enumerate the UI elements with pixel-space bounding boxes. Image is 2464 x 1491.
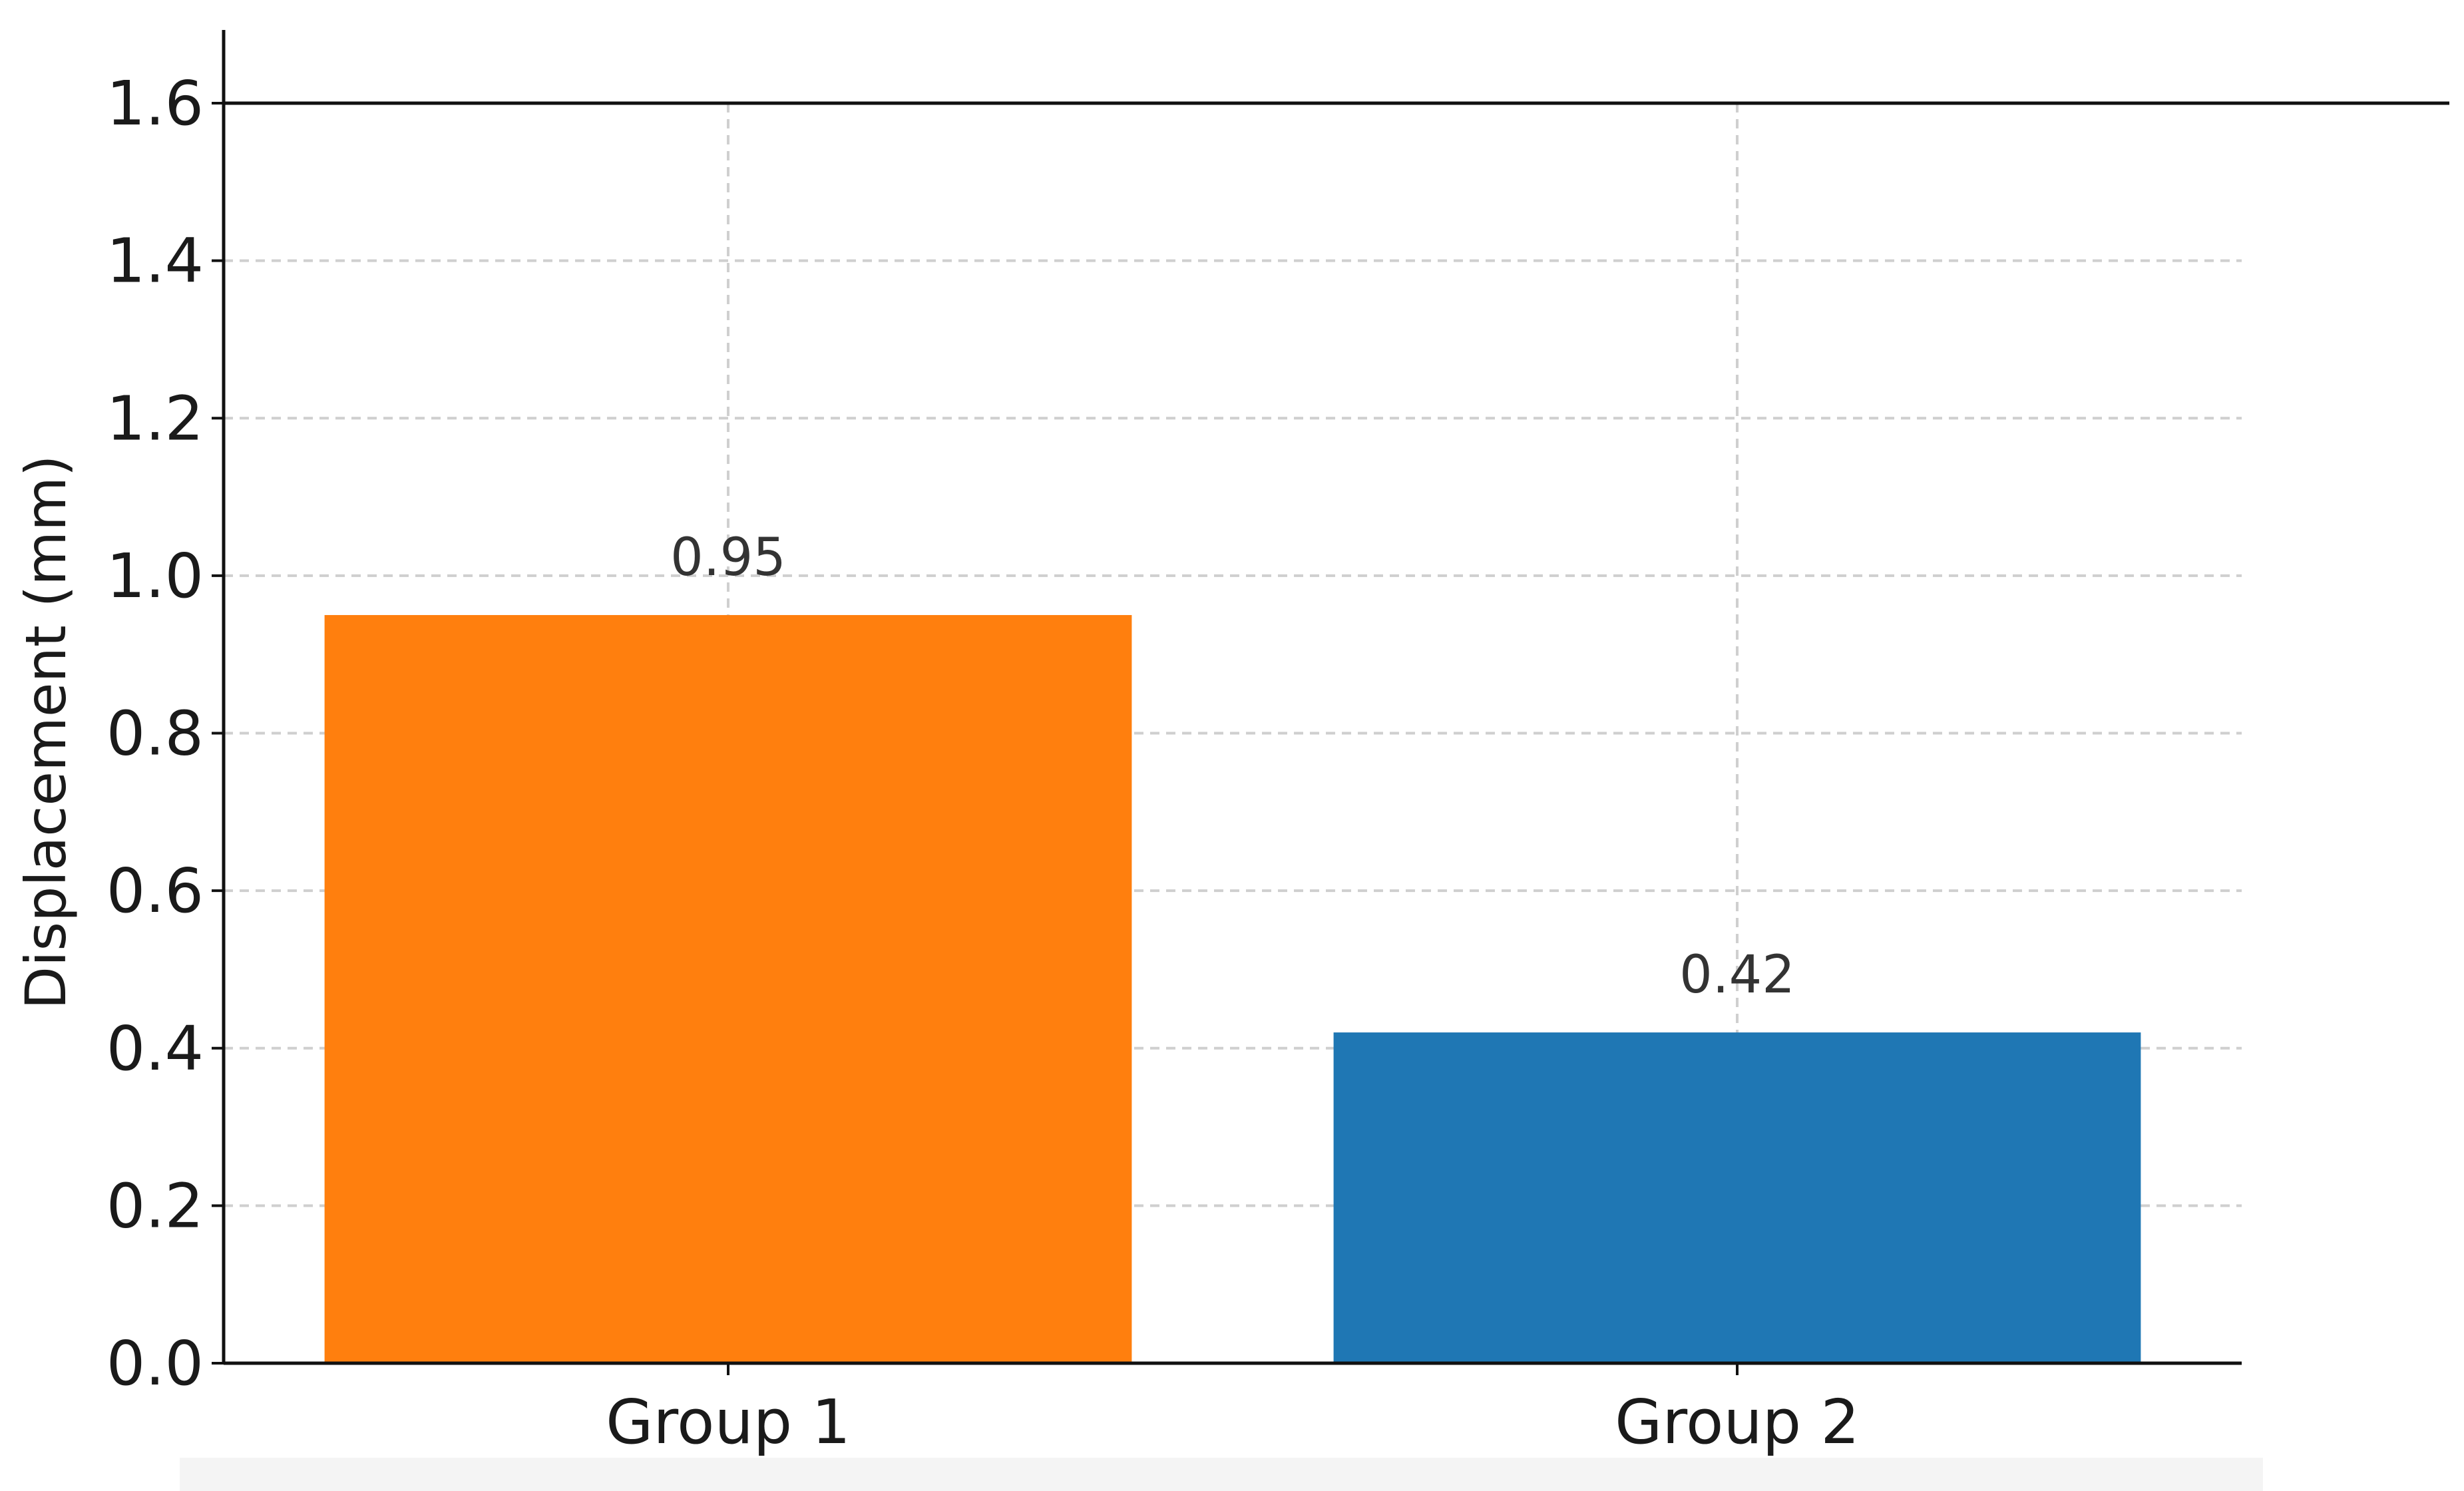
x-tick-label: Group 2 [1615, 1386, 1860, 1458]
y-tick-label: 0.4 [106, 1013, 204, 1084]
axes [222, 30, 2449, 1365]
bar-value-label: 0.42 [1679, 945, 1795, 1005]
y-tick-label: 1.0 [106, 540, 204, 612]
y-tick-label: 0.6 [106, 855, 204, 927]
y-tick-label: 1.2 [106, 383, 204, 454]
y-tick-label: 0.0 [106, 1328, 204, 1399]
bars [324, 615, 2141, 1363]
y-tick-label: 1.6 [106, 68, 204, 139]
y-tick-label: 0.8 [106, 698, 204, 769]
y-axis-label: Displacement (mm) [13, 455, 79, 1009]
x-tick-label: Group 1 [606, 1386, 851, 1458]
ticks [212, 102, 1739, 1375]
y-tick-label: 0.2 [106, 1170, 204, 1241]
bottom-band [180, 1458, 2263, 1491]
bar-1 [324, 615, 1132, 1363]
bar-value-label: 0.95 [670, 528, 786, 588]
bar-2 [1333, 1032, 2141, 1363]
y-tick-label: 1.4 [106, 226, 204, 297]
labels: 0.0 0.2 0.4 0.6 0.8 1.0 1.2 1.4 1.6 Group 1 0.95 Gr… [106, 68, 1860, 1458]
